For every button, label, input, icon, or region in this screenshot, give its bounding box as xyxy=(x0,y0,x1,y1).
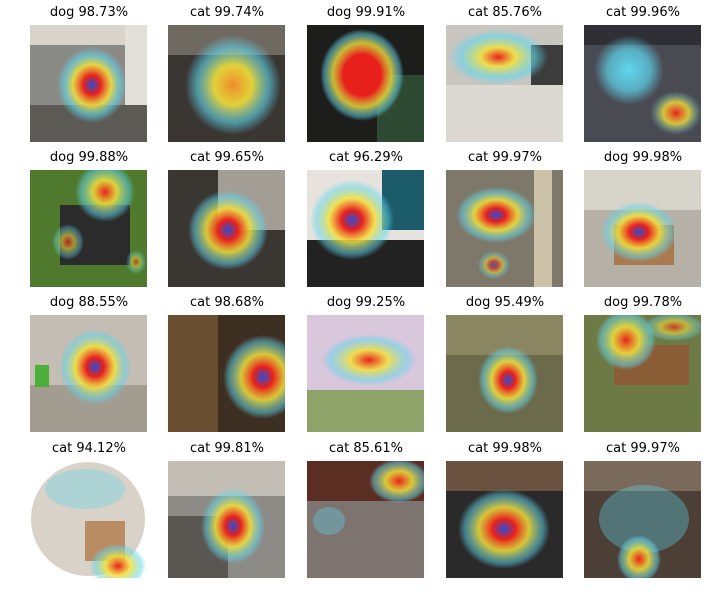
cell-caption: cat 85.76% xyxy=(468,5,542,20)
gradcam-heatmap-image xyxy=(446,315,563,432)
gradcam-heatmap-image xyxy=(584,25,701,142)
gradcam-heatmap-image xyxy=(446,461,563,578)
cell-caption: cat 98.68% xyxy=(190,295,264,310)
cell-caption: dog 99.78% xyxy=(603,295,683,310)
gradcam-heatmap-image xyxy=(446,170,563,287)
cell-caption: cat 99.74% xyxy=(190,5,264,20)
gradcam-heatmap-image xyxy=(307,170,424,287)
gradcam-heatmap-image xyxy=(584,461,701,578)
gradcam-heatmap-image xyxy=(307,461,424,578)
gradcam-heatmap-image xyxy=(168,315,285,432)
cell-caption: cat 99.81% xyxy=(190,441,264,456)
cell-caption: dog 88.55% xyxy=(49,295,129,310)
gradcam-heatmap-image xyxy=(446,25,563,142)
cell-caption: cat 99.97% xyxy=(468,150,542,165)
cell-caption: cat 96.29% xyxy=(329,150,403,165)
cell-caption: dog 99.98% xyxy=(603,150,683,165)
cell-caption: cat 85.61% xyxy=(329,441,403,456)
gradcam-heatmap-image xyxy=(168,25,285,142)
cell-caption: dog 98.73% xyxy=(49,5,129,20)
gradcam-heatmap-image xyxy=(30,461,147,578)
cell-caption: cat 99.96% xyxy=(606,5,680,20)
cell-caption: dog 99.25% xyxy=(326,295,406,310)
gradcam-heatmap-image xyxy=(307,315,424,432)
cell-caption: cat 99.98% xyxy=(468,441,542,456)
gradcam-heatmap-image xyxy=(30,25,147,142)
gradcam-heatmap-image xyxy=(584,170,701,287)
cell-caption: dog 99.88% xyxy=(49,150,129,165)
gradcam-heatmap-image xyxy=(30,170,147,287)
gradcam-heatmap-image xyxy=(307,25,424,142)
gradcam-heatmap-image xyxy=(168,461,285,578)
cell-caption: cat 94.12% xyxy=(52,441,126,456)
cell-caption: dog 99.91% xyxy=(326,5,406,20)
gradcam-heatmap-image xyxy=(30,315,147,432)
cell-caption: dog 95.49% xyxy=(465,295,545,310)
cell-caption: cat 99.65% xyxy=(190,150,264,165)
gradcam-heatmap-image xyxy=(584,315,701,432)
cell-caption: cat 99.97% xyxy=(606,441,680,456)
gradcam-heatmap-image xyxy=(168,170,285,287)
